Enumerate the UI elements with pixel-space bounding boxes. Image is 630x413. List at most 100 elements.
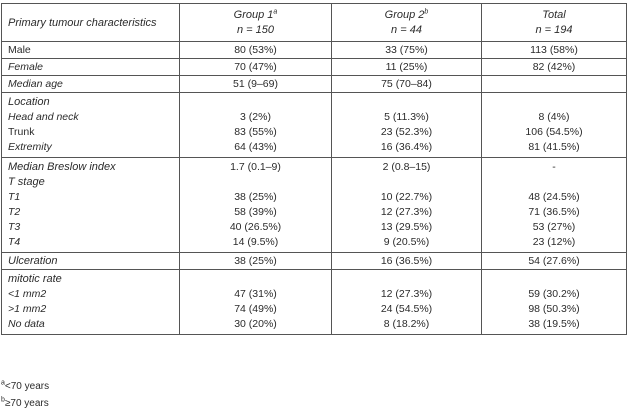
section-location: Location Head and neck Trunk Extremity xyxy=(1,92,180,158)
cell-value: 8 (4%) xyxy=(538,111,570,123)
sub-label: Trunk xyxy=(8,126,35,138)
footnote-a-text: <70 years xyxy=(4,381,50,392)
header-total: Total n = 194 xyxy=(481,3,627,42)
row-label: Median age xyxy=(1,75,180,93)
table-row-location: Location Head and neck Trunk Extremity 3… xyxy=(1,92,627,158)
cell-group-2: 33 (75%) xyxy=(331,41,482,59)
cell-value: 83 (55%) xyxy=(234,126,277,138)
cell-group-2: 11 (25%) xyxy=(331,58,482,76)
sub-label: Extremity xyxy=(8,141,52,153)
cell-value: 10 (22.7%) xyxy=(380,191,433,203)
cells-group-1: 47 (31%) 74 (49%) 30 (20%) xyxy=(179,269,332,335)
header-group-2: Group 2b n = 44 xyxy=(331,3,482,42)
group-1-name: Group 1 xyxy=(233,8,274,21)
cells-group-2: 2 (0.8–15) 10 (22.7%) 12 (27.3%) 13 (29.… xyxy=(331,157,482,253)
cell-value: 9 (20.5%) xyxy=(383,236,430,248)
footnote-a: a<70 years xyxy=(1,379,50,392)
cell-value: 59 (30.2%) xyxy=(528,288,580,300)
cell-value: 38 (19.5%) xyxy=(528,318,580,330)
group-2-name: Group 2 xyxy=(384,8,425,21)
cell-value: - xyxy=(552,161,556,173)
sub-label: T4 xyxy=(8,236,21,248)
cell-value: 38 (25%) xyxy=(234,191,277,203)
sub-label: <1 mm2 xyxy=(8,288,47,300)
sub-label: T1 xyxy=(8,191,21,203)
header-label: Primary tumour characteristics xyxy=(1,3,180,42)
section-title: Location xyxy=(8,96,50,108)
cell-value: 74 (49%) xyxy=(234,303,277,315)
cells-total: - 48 (24.5%) 71 (36.5%) 53 (27%) 23 (12%… xyxy=(481,157,627,253)
table-row-male: Male 80 (53%) 33 (75%) 113 (58%) xyxy=(1,41,627,59)
cell-value: 40 (26.5%) xyxy=(229,221,282,233)
cell-group-1: 51 (9–69) xyxy=(179,75,332,93)
cells-total: 59 (30.2%) 98 (50.3%) 38 (19.5%) xyxy=(481,269,627,335)
sub-label: Head and neck xyxy=(8,111,79,123)
cells-group-2: 5 (11.3%) 23 (52.3%) 16 (36.4%) xyxy=(331,92,482,158)
cell-total: 82 (42%) xyxy=(481,58,627,76)
cells-group-1: 3 (2%) 83 (55%) 64 (43%) xyxy=(179,92,332,158)
cell-value: 24 (54.5%) xyxy=(380,303,433,315)
row-label: Ulceration xyxy=(1,252,180,270)
cell-total xyxy=(481,75,627,93)
cell-group-1: 80 (53%) xyxy=(179,41,332,59)
cell-value: 47 (31%) xyxy=(234,288,277,300)
table-row-female: Female 70 (47%) 11 (25%) 82 (42%) xyxy=(1,58,627,76)
footnote-b-text: ≥70 years xyxy=(4,398,49,409)
cell-value: 98 (50.3%) xyxy=(528,303,580,315)
sub-label: T2 xyxy=(8,206,21,218)
sub-label: T3 xyxy=(8,221,21,233)
cell-value: 16 (36.4%) xyxy=(380,141,433,153)
cell-value: 81 (41.5%) xyxy=(528,141,580,153)
cell-total: 113 (58%) xyxy=(481,41,627,59)
cell-value: 53 (27%) xyxy=(532,221,576,233)
cell-value: 30 (20%) xyxy=(234,318,277,330)
cell-value: 12 (27.3%) xyxy=(380,206,433,218)
cell-value: 106 (54.5%) xyxy=(525,126,583,138)
cell-group-2: 16 (36.5%) xyxy=(331,252,482,270)
cell-group-1: 70 (47%) xyxy=(179,58,332,76)
cells-group-2: 12 (27.3%) 24 (54.5%) 8 (18.2%) xyxy=(331,269,482,335)
header-group-1: Group 1a n = 150 xyxy=(179,3,332,42)
characteristics-table: Primary tumour characteristics Group 1a … xyxy=(1,3,627,335)
group-1-n: n = 150 xyxy=(236,23,274,36)
cell-value: 13 (29.5%) xyxy=(380,221,433,233)
section-title: mitotic rate xyxy=(8,273,62,285)
row-label: Female xyxy=(1,58,180,76)
cell-value: 71 (36.5%) xyxy=(528,206,580,218)
table-row-ulceration: Ulceration 38 (25%) 16 (36.5%) 54 (27.6%… xyxy=(1,252,627,270)
cell-value: 12 (27.3%) xyxy=(380,288,433,300)
row-label: Male xyxy=(1,41,180,59)
cell-value: 23 (12%) xyxy=(532,236,576,248)
total-n: n = 194 xyxy=(535,23,573,36)
section-mitotic: mitotic rate <1 mm2 >1 mm2 No data xyxy=(1,269,180,335)
cell-value: 58 (39%) xyxy=(234,206,277,218)
cells-group-1: 1.7 (0.1–9) 38 (25%) 58 (39%) 40 (26.5%)… xyxy=(179,157,332,253)
group-2-sup: b xyxy=(424,7,429,15)
cell-group-1: 38 (25%) xyxy=(179,252,332,270)
cell-value: 23 (52.3%) xyxy=(380,126,433,138)
section-breslow-tstage: Median Breslow index T stage T1 T2 T3 T4 xyxy=(1,157,180,253)
group-1-sup: a xyxy=(273,7,278,15)
cell-group-2: 75 (70–84) xyxy=(331,75,482,93)
cell-value: 14 (9.5%) xyxy=(232,236,279,248)
cells-total: 8 (4%) 106 (54.5%) 81 (41.5%) xyxy=(481,92,627,158)
table-row-mitotic: mitotic rate <1 mm2 >1 mm2 No data 47 (3… xyxy=(1,269,627,335)
footnote-b-sup: b xyxy=(1,396,5,404)
total-name: Total xyxy=(542,8,566,21)
footnote-a-sup: a xyxy=(1,379,5,387)
cell-value: 48 (24.5%) xyxy=(528,191,580,203)
cell-value: 3 (2%) xyxy=(240,111,271,123)
cell-total: 54 (27.6%) xyxy=(481,252,627,270)
header-row: Primary tumour characteristics Group 1a … xyxy=(1,3,627,42)
table-row-median-age: Median age 51 (9–69) 75 (70–84) xyxy=(1,75,627,93)
cell-value: 8 (18.2%) xyxy=(383,318,430,330)
sub-label: >1 mm2 xyxy=(8,303,47,315)
cell-value: 1.7 (0.1–9) xyxy=(230,161,281,173)
cell-value: 5 (11.3%) xyxy=(384,111,429,123)
table-row-breslow-tstage: Median Breslow index T stage T1 T2 T3 T4… xyxy=(1,157,627,253)
cell-value: 2 (0.8–15) xyxy=(382,161,431,173)
breslow-label: Median Breslow index xyxy=(8,161,116,173)
tstage-label: T stage xyxy=(8,176,45,188)
group-2-n: n = 44 xyxy=(391,23,422,36)
